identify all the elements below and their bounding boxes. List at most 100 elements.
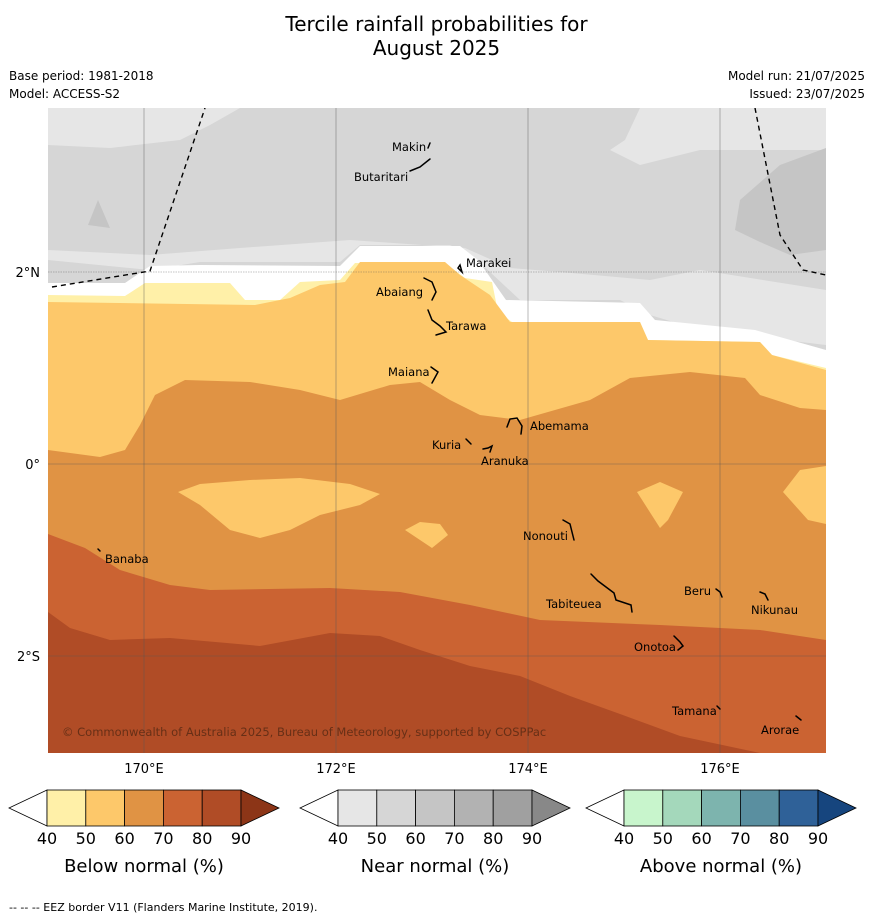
label-tamana: Tamana (671, 704, 717, 718)
eez-border (51, 108, 826, 288)
colorbars: 40 50 60 70 80 90 Below normal (%) 40 50 60 70 80 90… (8, 789, 857, 877)
colorbar-above-segment (701, 789, 741, 827)
colorbar-below-segment (124, 789, 164, 827)
colorbar-near: 40 50 60 70 80 90 Near normal (%) (299, 789, 571, 877)
lon-label-172e: 172°E (316, 762, 356, 777)
nikunau-outline (759, 591, 769, 601)
label-marakei: Marakei (466, 256, 511, 270)
colorbar-near-segment (453, 789, 494, 827)
colorbar-near-under-tip (299, 789, 339, 827)
lat-label-2s: 2°S (17, 650, 40, 665)
copyright-notice: © Commonwealth of Australia 2025, Bureau… (62, 725, 546, 739)
label-banaba: Banaba (105, 552, 149, 566)
colorbar-below-tick: 50 (76, 829, 96, 848)
label-onotoa: Onotoa (634, 640, 676, 654)
colorbar-near-segment (492, 789, 533, 827)
colorbar-near-tick: 60 (405, 829, 425, 848)
below-normal-80-90-region (48, 612, 760, 753)
lat-labels: 2°N 0° 2°S (16, 266, 41, 665)
colorbar-above-segment (623, 789, 664, 827)
label-abaiang: Abaiang (376, 285, 423, 299)
marakei-outline (457, 263, 464, 275)
colorbar-below-segment (162, 789, 203, 827)
abaiang-outline (423, 277, 437, 301)
colorbar-near-tick: 80 (483, 829, 503, 848)
banaba-outline (97, 548, 101, 552)
probability-fields (48, 108, 826, 753)
colorbar-below-over-tip (240, 789, 280, 827)
below-normal-50-60-pocket-c (637, 482, 683, 528)
issued-date: Issued: 23/07/2025 (749, 87, 865, 101)
arorae-outline (795, 715, 802, 721)
lat-label-2n: 2°N (16, 266, 41, 281)
beru-outline (715, 588, 723, 598)
label-kuria: Kuria (432, 438, 461, 452)
lon-labels: 170°E 172°E 174°E 176°E (124, 762, 740, 777)
label-makin: Makin (392, 140, 426, 154)
colorbar-above-tick: 40 (614, 829, 634, 848)
colorbar-near-tick: 70 (444, 829, 464, 848)
colorbar-above-segment (778, 789, 819, 827)
colorbar-below-segment (85, 789, 126, 827)
colorbar-above-title: Above normal (%) (640, 856, 802, 877)
near-normal-40-50-top (610, 108, 826, 165)
label-beru: Beru (684, 584, 711, 598)
colorbar-below-under-tip (8, 789, 48, 827)
lon-label-174e: 174°E (508, 762, 548, 777)
makin-outline (427, 142, 431, 149)
colorbar-below-segment (201, 789, 242, 827)
tarawa-outline (427, 309, 448, 336)
label-tabiteuea: Tabiteuea (545, 597, 602, 611)
label-aranuka: Aranuka (481, 454, 529, 468)
onotoa-outline (673, 635, 685, 651)
graticule (48, 108, 826, 753)
label-nonouti: Nonouti (523, 529, 568, 543)
colorbar-below-title: Below normal (%) (64, 856, 224, 877)
colorbar-above-segment (740, 789, 780, 827)
label-nikunau: Nikunau (751, 603, 798, 617)
colorbar-near-segment (337, 789, 378, 827)
colorbar-near-tick: 40 (328, 829, 348, 848)
butaritari-outline (409, 158, 431, 172)
colorbar-near-segment (376, 789, 416, 827)
colorbar-below-tick: 90 (231, 829, 251, 848)
lon-label-176e: 176°E (700, 762, 740, 777)
colorbar-above-tick: 80 (769, 829, 789, 848)
below-normal-50-60-pocket-d (783, 466, 826, 524)
colorbar-near-segment (415, 789, 455, 827)
map-title-line2: August 2025 (372, 36, 501, 60)
maiana-outline (430, 366, 439, 384)
label-arorae: Arorae (761, 723, 799, 737)
lat-label-0: 0° (25, 458, 40, 473)
colorbar-near-tick: 90 (522, 829, 542, 848)
tamana-outline (716, 705, 721, 710)
near-normal-60-70-region (735, 148, 826, 255)
eez-footnote: -- -- -- EEZ border V11 (Flanders Marine… (9, 901, 317, 914)
colorbar-near-title: Near normal (%) (361, 856, 510, 877)
label-maiana: Maiana (388, 365, 430, 379)
nonouti-outline (562, 519, 575, 541)
base-period: Base period: 1981-2018 (9, 69, 154, 83)
colorbar-above-segment (662, 789, 702, 827)
colorbar-near-tick: 50 (367, 829, 387, 848)
colorbar-above: 40 50 60 70 80 90 Above normal (%) (585, 789, 857, 877)
colorbar-below: 40 50 60 70 80 90 Below normal (%) (8, 789, 280, 877)
colorbar-above-tick: 70 (730, 829, 750, 848)
island-outlines (97, 142, 802, 721)
near-normal-60-70-spot (88, 200, 110, 228)
kuria-outline (465, 438, 472, 445)
colorbar-above-tick: 60 (691, 829, 711, 848)
aranuka-outline (482, 444, 494, 453)
model-name: Model: ACCESS-S2 (9, 87, 121, 101)
colorbar-above-tick: 90 (808, 829, 828, 848)
colorbar-below-tick: 80 (192, 829, 212, 848)
below-normal-50-60-pocket-b (405, 522, 448, 548)
colorbar-above-under-tip (585, 789, 625, 827)
below-normal-50-60-pocket-a (178, 478, 380, 538)
colorbar-below-tick: 60 (114, 829, 134, 848)
label-abemama: Abemama (530, 419, 589, 433)
colorbar-below-tick: 40 (37, 829, 57, 848)
colorbar-below-segment (46, 789, 87, 827)
model-run-date: Model run: 21/07/2025 (727, 69, 865, 83)
